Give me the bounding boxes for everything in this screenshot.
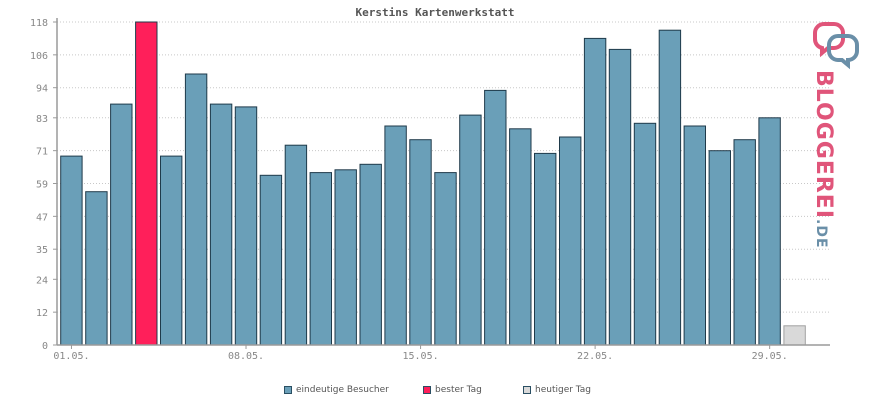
bar-visitors — [60, 155, 83, 346]
chart-title: Kerstins Kartenwerkstatt — [356, 6, 515, 19]
legend-label-best-day: bester Tag — [435, 385, 482, 395]
bar-visitors — [758, 117, 781, 346]
bar-visitors — [334, 169, 357, 346]
y-tick-label: 12 — [36, 308, 48, 319]
bar-visitors — [484, 89, 507, 346]
y-tick-label: 35 — [36, 245, 48, 256]
brand-name: BLOGGEREI — [811, 70, 836, 220]
x-tick-label: 08.05. — [228, 351, 264, 362]
bar-visitors — [284, 144, 308, 346]
x-tick-label: 22.05. — [577, 351, 613, 362]
axes — [56, 18, 830, 346]
x-tick-label: 15.05. — [403, 351, 439, 362]
legend-swatch-best-day — [423, 386, 431, 394]
y-tick-label: 118 — [30, 18, 48, 29]
x-tick-labels: 01.05. 08.05. 15.05. 22.05. 29.05. — [53, 345, 788, 362]
legend-item-visitors: eindeutige Besucher — [284, 385, 389, 395]
bar-visitors — [184, 73, 208, 346]
legend-item-best-day: bester Tag — [423, 385, 482, 395]
y-tick-label: 94 — [36, 84, 48, 95]
bar-best-day — [135, 21, 158, 346]
bar-visitors — [534, 152, 557, 346]
bar-visitors — [608, 48, 632, 346]
y-tick-label: 59 — [36, 180, 48, 191]
bar-visitors — [633, 122, 657, 346]
bar-visitors — [509, 128, 532, 346]
bars — [60, 21, 806, 346]
bar-today — [783, 325, 806, 346]
bar-visitors — [234, 106, 258, 346]
bar-visitors — [658, 29, 682, 346]
legend-swatch-visitors — [284, 386, 292, 394]
y-tick-labels: 0 12 24 35 47 59 71 83 94 106 118 — [30, 18, 57, 352]
y-tick-label: 47 — [36, 212, 48, 223]
bar-visitors — [434, 172, 457, 346]
bar-visitors — [459, 114, 482, 346]
bar-visitors — [259, 174, 283, 346]
brand-tld: .DE — [813, 219, 829, 249]
y-tick-label: 0 — [42, 341, 48, 352]
bar-visitors — [708, 150, 731, 346]
legend-swatch-today — [523, 386, 531, 394]
legend-label-today: heutiger Tag — [535, 385, 592, 395]
legend-item-today: heutiger Tag — [523, 385, 591, 395]
bar-visitors — [583, 37, 607, 346]
bar-visitors — [409, 139, 432, 346]
y-tick-label: 71 — [36, 147, 48, 158]
y-tick-label: 106 — [30, 51, 48, 62]
bloggerei-logo-icon — [813, 22, 859, 70]
x-tick-label: 01.05. — [53, 351, 89, 362]
y-tick-label: 83 — [36, 114, 48, 125]
chart-legend: eindeutige Besucher bester Tag heutiger … — [0, 385, 870, 399]
bar-visitors — [359, 163, 382, 346]
bar-visitors — [309, 172, 333, 346]
bar-visitors — [85, 191, 108, 346]
bloggerei-logo-text: BLOGGEREI.DE — [811, 70, 836, 249]
bar-visitors — [683, 125, 706, 346]
bar-visitors — [559, 136, 582, 346]
bar-visitors — [209, 103, 233, 346]
bar-visitors — [384, 125, 407, 346]
bloggerei-logo — [808, 18, 868, 218]
legend-label-visitors: eindeutige Besucher — [296, 385, 389, 395]
bar-visitors — [160, 155, 183, 346]
x-tick-label: 29.05. — [752, 351, 788, 362]
y-tick-label: 24 — [36, 275, 48, 286]
bar-visitors — [733, 139, 756, 346]
bar-visitors — [110, 103, 133, 346]
